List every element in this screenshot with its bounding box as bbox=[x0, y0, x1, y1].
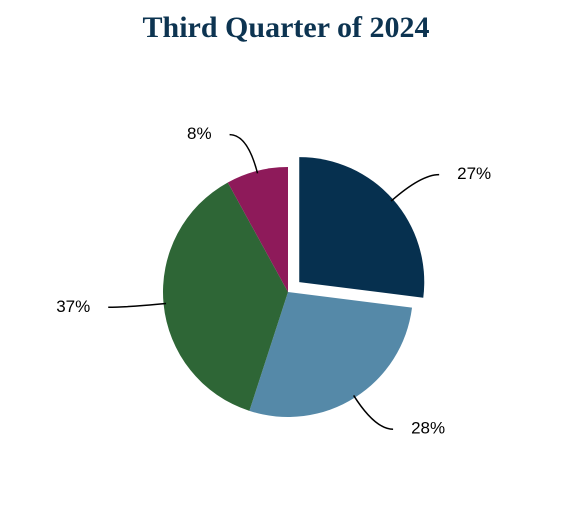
data-label: 37% bbox=[56, 297, 90, 316]
pie-slice bbox=[299, 157, 425, 298]
pie-slice bbox=[227, 167, 288, 292]
pie-slice bbox=[249, 292, 413, 417]
leader-line bbox=[390, 173, 440, 202]
pie-slice bbox=[163, 182, 288, 411]
chart-title: Third Quarter of 2024 bbox=[143, 11, 430, 44]
leader-line bbox=[108, 302, 167, 309]
leader-line bbox=[353, 395, 394, 430]
data-label: 8% bbox=[187, 124, 212, 143]
data-label: 28% bbox=[411, 419, 445, 438]
data-label: 27% bbox=[457, 164, 491, 183]
leader-line bbox=[229, 133, 259, 174]
